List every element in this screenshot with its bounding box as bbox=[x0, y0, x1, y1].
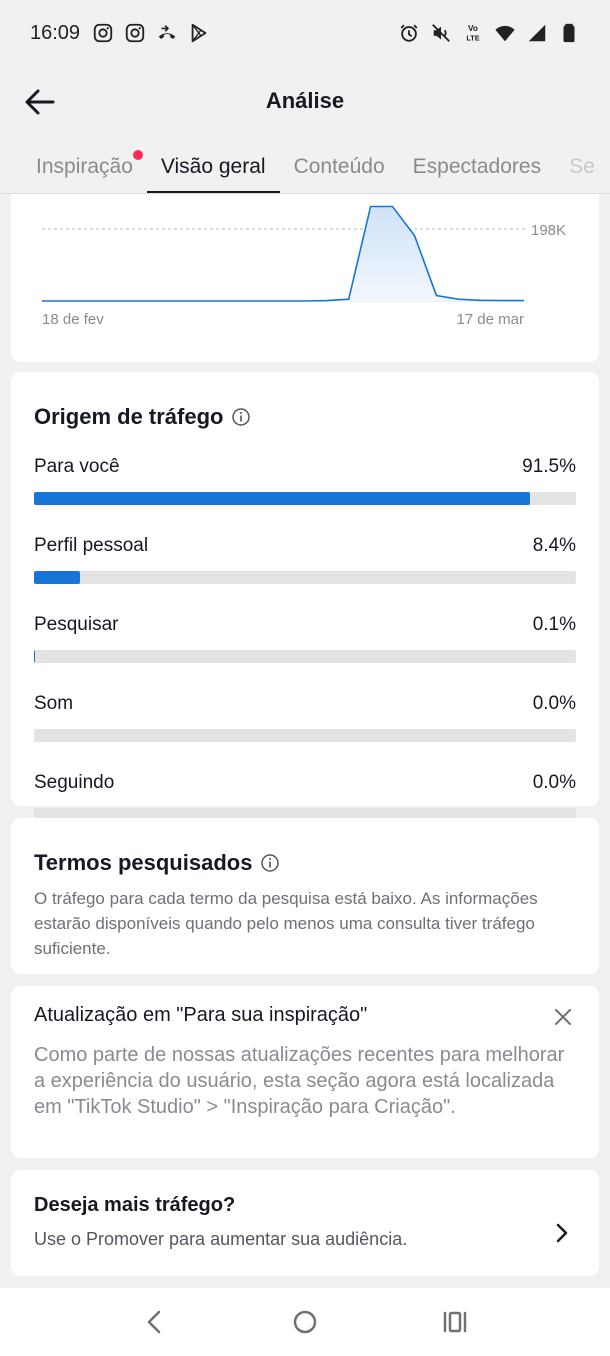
play-store-icon bbox=[188, 22, 210, 44]
signal-icon bbox=[526, 22, 548, 44]
search-terms-card: Termos pesquisados O tráfego para cada t… bbox=[11, 818, 599, 974]
promote-card[interactable]: Deseja mais tráfego? Use o Promover para… bbox=[11, 1170, 599, 1276]
status-bar: 16:09 Vo LTE bbox=[0, 0, 610, 66]
close-button[interactable] bbox=[550, 1004, 576, 1030]
source-bar-fill bbox=[34, 650, 35, 663]
views-chart-card: 198K 18 de fev 17 de mar bbox=[11, 194, 599, 362]
series-line bbox=[42, 205, 524, 302]
nav-recents-button[interactable] bbox=[435, 1302, 475, 1342]
source-value: 8.4% bbox=[532, 535, 576, 556]
views-chart: 198K 18 de fev 17 de mar bbox=[42, 205, 566, 328]
promote-subtitle: Use o Promover para aumentar sua audiênc… bbox=[34, 1229, 408, 1249]
page-title: Análise bbox=[265, 88, 345, 113]
traffic-sources-list: Para você 91.5% Perfil pessoal 8.4% Pesqui… bbox=[34, 456, 576, 821]
svg-text:Vo: Vo bbox=[468, 24, 478, 33]
source-bar-track bbox=[34, 571, 576, 584]
vibrate-off-icon bbox=[430, 22, 452, 44]
svg-text:LTE: LTE bbox=[466, 33, 479, 42]
promote-row: Deseja mais tráfego? Use o Promover para… bbox=[34, 1194, 576, 1250]
call-forward-icon bbox=[156, 22, 178, 44]
source-bar-track bbox=[34, 808, 576, 821]
series-area bbox=[42, 206, 524, 301]
promote-open-button[interactable] bbox=[548, 1219, 576, 1247]
tab-label: Se bbox=[569, 154, 595, 178]
search-terms-title: Termos pesquisados bbox=[34, 850, 253, 875]
nav-back-button[interactable] bbox=[135, 1302, 175, 1342]
instagram-icon bbox=[124, 22, 146, 44]
nav-home-icon bbox=[293, 1310, 317, 1334]
tab-label: Espectadores bbox=[412, 154, 542, 178]
close-icon bbox=[555, 1009, 571, 1025]
source-bar-track bbox=[34, 492, 576, 505]
status-time: 16:09 bbox=[30, 21, 81, 44]
source-value: 0.0% bbox=[532, 693, 576, 714]
volte-icon: Vo LTE bbox=[462, 22, 484, 44]
tab-inspiracao[interactable]: Inspiração bbox=[36, 140, 147, 193]
traffic-sources-card: Origem de tráfego Para você 91.5% Perfil … bbox=[11, 372, 599, 821]
source-label: Perfil pessoal bbox=[34, 535, 149, 556]
wifi-icon bbox=[494, 22, 516, 44]
source-label: Para você bbox=[34, 456, 120, 477]
back-button[interactable] bbox=[22, 84, 58, 120]
battery-icon bbox=[558, 22, 580, 44]
tab-bar: Inspiração Visão geral Conteúdo Espectad… bbox=[0, 140, 610, 194]
source-label: Som bbox=[34, 693, 74, 714]
system-nav-bar bbox=[0, 1288, 610, 1356]
source-value: 0.1% bbox=[532, 614, 576, 635]
source-bar-track bbox=[34, 650, 576, 663]
traffic-source-row: Perfil pessoal 8.4% bbox=[34, 535, 576, 584]
source-bar-fill bbox=[34, 492, 530, 505]
source-label: Pesquisar bbox=[34, 614, 119, 635]
update-notice-card: Atualização em "Para sua inspiração" Com… bbox=[11, 986, 599, 1158]
app-header: Análise bbox=[0, 66, 610, 136]
tab-label: Inspiração bbox=[36, 154, 133, 178]
nav-back-icon bbox=[147, 1310, 161, 1334]
traffic-source-row: Som 0.0% bbox=[34, 693, 576, 742]
traffic-title: Origem de tráfego bbox=[34, 404, 224, 429]
x-tick-start: 18 de fev bbox=[42, 311, 104, 328]
traffic-title-row: Origem de tráfego bbox=[34, 404, 576, 430]
promote-text: Deseja mais tráfego? Use o Promover para… bbox=[34, 1194, 407, 1250]
tab-visao-geral[interactable]: Visão geral bbox=[146, 140, 280, 193]
nav-recents-icon bbox=[443, 1311, 467, 1333]
promote-title: Deseja mais tráfego? bbox=[34, 1194, 236, 1216]
update-body: Como parte de nossas atualizações recent… bbox=[34, 1044, 565, 1118]
source-bar-fill bbox=[34, 571, 80, 584]
nav-home-button[interactable] bbox=[285, 1302, 325, 1342]
traffic-source-row: Pesquisar 0.1% bbox=[34, 614, 576, 663]
tab-espectadores[interactable]: Espectadores bbox=[399, 140, 555, 193]
tab-label: Conteúdo bbox=[293, 154, 385, 178]
x-tick-end: 17 de mar bbox=[456, 311, 524, 328]
search-terms-body: O tráfego para cada termo da pesquisa es… bbox=[34, 889, 538, 958]
info-icon[interactable] bbox=[231, 407, 251, 427]
update-title-row: Atualização em "Para sua inspiração" bbox=[34, 1004, 576, 1030]
alarm-icon bbox=[398, 22, 420, 44]
traffic-source-row: Seguindo 0.0% bbox=[34, 772, 576, 821]
reference-line-label: 198K bbox=[531, 222, 566, 239]
back-arrow-icon bbox=[25, 89, 55, 115]
source-value: 91.5% bbox=[522, 456, 576, 477]
notification-dot bbox=[132, 150, 143, 160]
chevron-right-icon bbox=[556, 1223, 568, 1243]
tab-label: Visão geral bbox=[160, 154, 266, 178]
tab-conteudo[interactable]: Conteúdo bbox=[280, 140, 399, 193]
search-terms-title-row: Termos pesquisados bbox=[34, 850, 576, 876]
source-label: Seguindo bbox=[34, 772, 115, 793]
tab-seguidores[interactable]: Se bbox=[555, 140, 609, 193]
info-icon[interactable] bbox=[260, 853, 280, 873]
instagram-icon bbox=[92, 22, 114, 44]
source-value: 0.0% bbox=[532, 772, 576, 793]
traffic-source-row: Para você 91.5% bbox=[34, 456, 576, 505]
status-right: Vo LTE bbox=[398, 22, 580, 44]
status-left: 16:09 bbox=[30, 22, 210, 45]
source-bar-track bbox=[34, 729, 576, 742]
update-title: Atualização em "Para sua inspiração" bbox=[34, 1004, 368, 1026]
